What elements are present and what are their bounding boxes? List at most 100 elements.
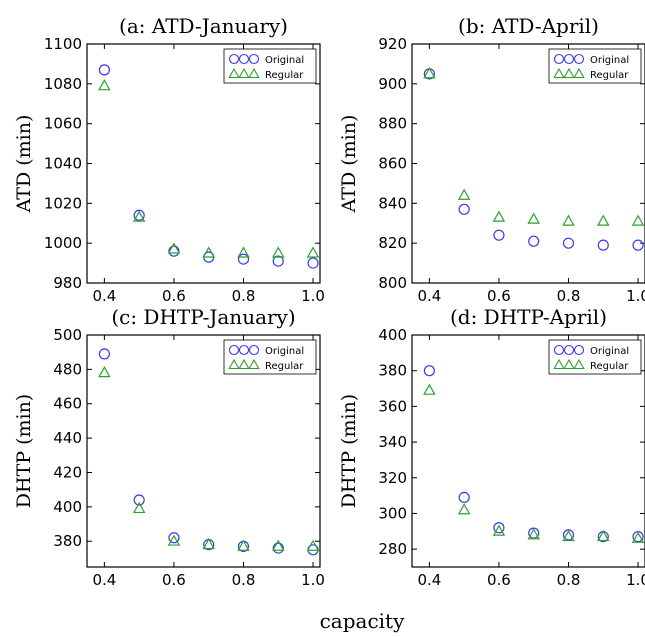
series-regular <box>98 366 320 551</box>
data-point-original <box>528 527 540 539</box>
x-tick-label: 0.4 <box>417 571 441 589</box>
legend-marker-original <box>248 53 260 65</box>
plot-frame <box>86 334 321 568</box>
legend-marker-original <box>573 53 585 65</box>
legend-marker-original <box>553 344 565 356</box>
data-point-original <box>307 257 319 269</box>
data-point-regular <box>631 214 645 226</box>
y-tick-label: 380 <box>53 532 82 550</box>
x-tick-label: 0.8 <box>232 571 256 589</box>
series-original <box>423 365 644 543</box>
y-tick-label: 1060 <box>44 115 82 133</box>
y-tick-label: 840 <box>378 194 407 212</box>
legend-label: Original <box>265 346 304 357</box>
legend-marker-regular <box>248 358 260 370</box>
data-point-regular <box>597 529 610 542</box>
data-point-original <box>133 209 145 221</box>
panel-title: (d: DHTP-April) <box>450 305 607 329</box>
data-point-original <box>133 494 145 506</box>
legend-marker-original <box>563 53 575 65</box>
legend-label: Original <box>265 55 304 66</box>
data-point-regular <box>527 528 540 540</box>
data-point-original <box>562 529 575 541</box>
y-tick-label: 860 <box>378 155 407 173</box>
y-tick-label: 440 <box>53 429 82 447</box>
panel-title: (a: ATD-January) <box>119 14 288 38</box>
x-tick-label: 0.4 <box>417 287 441 305</box>
data-point-original <box>168 532 180 544</box>
x-tick-label: 0.4 <box>92 571 116 589</box>
panel-title: (b: ATD-April) <box>458 14 599 38</box>
legend-marker-original <box>228 53 240 65</box>
legend-marker-regular <box>573 358 585 370</box>
legend-marker-regular <box>563 67 575 79</box>
y-tick-label: 920 <box>378 35 407 53</box>
series-regular <box>423 383 645 543</box>
x-tick-label: 1.0 <box>626 287 645 305</box>
y-axis-label: DHTP (min) <box>13 394 35 508</box>
y-tick-label: 340 <box>378 433 407 451</box>
legend-label: Regular <box>265 70 304 81</box>
legend-marker-original <box>248 344 260 356</box>
data-point-regular <box>202 537 215 550</box>
series-original <box>98 348 319 556</box>
y-tick-label: 360 <box>378 397 407 415</box>
legend-marker-original <box>238 53 250 65</box>
y-tick-label: 980 <box>53 274 82 292</box>
legend-marker-regular <box>238 358 250 370</box>
data-point-original <box>98 64 110 76</box>
y-tick-label: 900 <box>378 75 407 93</box>
legend-label: Regular <box>590 70 629 81</box>
y-tick-label: 1040 <box>44 155 82 173</box>
panel-1: (a: ATD-January) ATD (min) 0.4 0.6 0.8 1.0 980… <box>13 14 325 305</box>
data-point-regular <box>492 210 506 222</box>
data-point-regular <box>306 539 320 551</box>
x-tick-label: 0.6 <box>162 571 186 589</box>
data-point-original <box>272 542 284 554</box>
legend-marker-original <box>573 344 585 356</box>
y-tick-label: 800 <box>378 274 407 292</box>
series-original <box>423 68 644 251</box>
series-original <box>98 64 319 269</box>
data-point-regular <box>423 383 436 395</box>
y-tick-label: 1080 <box>44 75 82 93</box>
legend-marker-original <box>553 53 565 65</box>
x-tick-label: 1.0 <box>626 571 645 589</box>
y-tick-label: 400 <box>53 498 82 516</box>
data-point-regular <box>631 531 645 543</box>
data-point-original <box>528 235 540 247</box>
y-tick-label: 1020 <box>44 194 82 212</box>
legend: Original Regular <box>223 48 317 84</box>
data-point-regular <box>132 210 146 222</box>
data-point-regular <box>492 524 506 536</box>
data-point-original <box>493 522 505 534</box>
data-point-regular <box>562 214 575 226</box>
legend-label: Original <box>590 346 629 357</box>
legend-marker-original <box>563 344 575 356</box>
x-tick-label: 0.8 <box>232 287 256 305</box>
legend: Original Regular <box>548 48 642 84</box>
data-point-regular <box>167 242 181 254</box>
y-axis-label: ATD (min) <box>338 115 360 214</box>
legend: Original Regular <box>223 339 317 375</box>
legend-marker-regular <box>228 358 240 370</box>
y-tick-label: 420 <box>53 463 82 481</box>
plot-frame <box>411 334 645 568</box>
data-point-original <box>423 365 435 377</box>
legend-label: Regular <box>590 361 629 372</box>
data-point-original <box>272 255 284 267</box>
data-point-original <box>632 239 644 251</box>
panel-2: (b: ATD-April) ATD (min) 0.4 0.6 0.8 1.0 800 82… <box>338 14 645 305</box>
data-point-regular <box>457 188 471 200</box>
data-point-regular <box>272 539 285 551</box>
data-point-original <box>237 253 250 265</box>
y-axis-label: DHTP (min) <box>338 394 360 508</box>
legend-marker-original <box>228 344 240 356</box>
data-point-regular <box>98 366 111 378</box>
x-axis-label: capacity <box>320 609 405 633</box>
data-point-original <box>168 245 180 257</box>
legend-label: Regular <box>265 361 304 372</box>
y-tick-label: 300 <box>378 504 407 522</box>
data-point-original <box>98 348 110 360</box>
